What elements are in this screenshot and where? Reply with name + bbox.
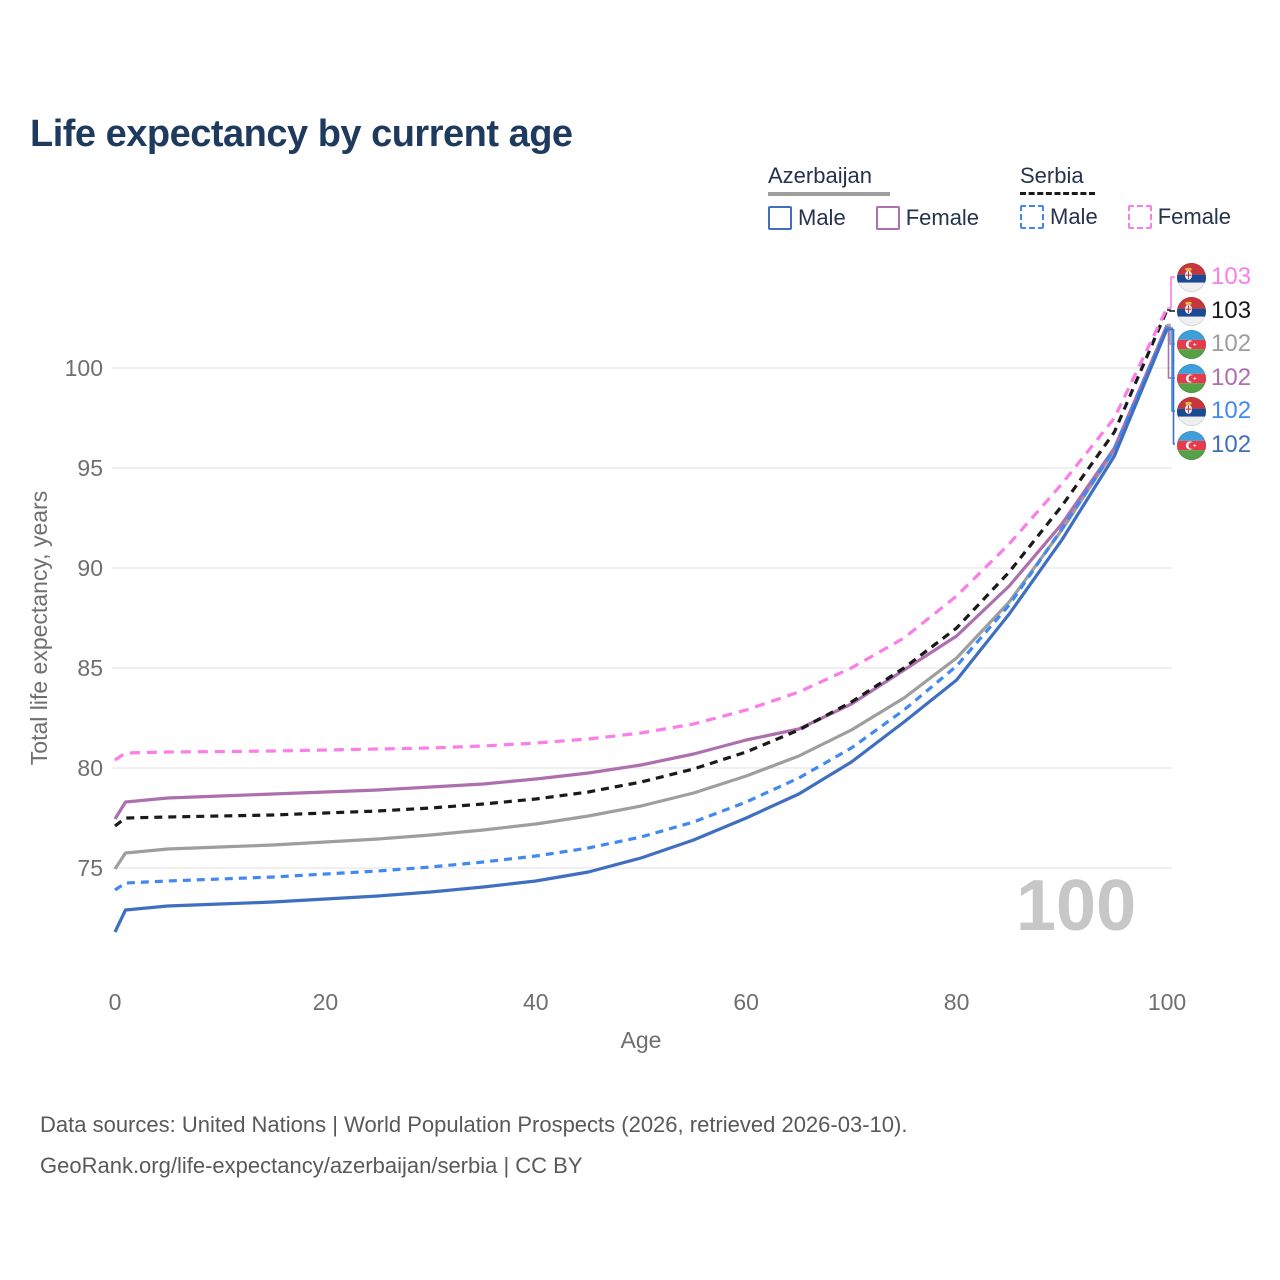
y-tick-label: 95 bbox=[77, 455, 103, 481]
serbia-dashed-line-swatch bbox=[1020, 192, 1095, 195]
x-tick-label: 20 bbox=[313, 989, 339, 1015]
azerbaijan-solid-line-swatch bbox=[768, 192, 890, 196]
end-label-value: 103 bbox=[1211, 263, 1252, 290]
end-label-value: 102 bbox=[1211, 330, 1252, 357]
leader-line bbox=[1167, 309, 1175, 312]
y-tick-label: 100 bbox=[65, 355, 103, 381]
x-tick-label: 60 bbox=[733, 989, 759, 1015]
leader-line bbox=[1167, 328, 1175, 445]
data-sources-text: Data sources: United Nations | World Pop… bbox=[40, 1112, 908, 1137]
legend-item-serbia-female[interactable]: Female bbox=[1127, 204, 1232, 230]
y-tick-label: 90 bbox=[77, 555, 103, 581]
end-label-row: 102 bbox=[1177, 329, 1251, 359]
series-line-serbia-male[interactable] bbox=[114, 326, 1169, 892]
legend-group-serbia: Serbia Male Female bbox=[1020, 163, 1261, 230]
legend-label: Female bbox=[1157, 204, 1232, 229]
page-title: Life expectancy by current age bbox=[30, 113, 573, 156]
leader-line bbox=[1167, 276, 1175, 309]
azerbaijan-female-swatch-icon bbox=[875, 206, 900, 230]
legend-item-azerbaijan-male[interactable]: Male bbox=[768, 205, 846, 231]
end-label-row: 103 bbox=[1177, 262, 1251, 292]
footer: Data sources: United Nations | World Pop… bbox=[40, 1104, 907, 1186]
end-label-value: 102 bbox=[1211, 397, 1252, 424]
attribution-text: GeoRank.org/life-expectancy/azerbaijan/s… bbox=[40, 1153, 583, 1178]
legend-label: Male bbox=[1050, 204, 1098, 229]
azerbaijan-flag-icon bbox=[1177, 430, 1206, 460]
y-tick-label: 80 bbox=[77, 755, 103, 781]
legend-item-serbia-male[interactable]: Male bbox=[1020, 204, 1098, 230]
x-tick-label: 40 bbox=[523, 989, 549, 1015]
end-label-row: 102 bbox=[1177, 363, 1251, 393]
legend-country-serbia[interactable]: Serbia bbox=[1020, 163, 1084, 188]
x-tick-label: 0 bbox=[109, 989, 122, 1015]
series-line-serbia-female[interactable] bbox=[114, 307, 1169, 762]
legend-label: Female bbox=[905, 205, 980, 230]
end-label-row: 102 bbox=[1177, 396, 1251, 426]
serbia-male-swatch-icon bbox=[1020, 205, 1044, 229]
legend-label: Male bbox=[798, 205, 846, 230]
end-label-value: 102 bbox=[1211, 364, 1252, 391]
series-line-azerbaijan-female[interactable] bbox=[113, 325, 1169, 820]
plot-area[interactable] bbox=[113, 300, 1172, 970]
serbia-flag-icon bbox=[1177, 262, 1206, 292]
end-label-row: 103 bbox=[1177, 296, 1251, 326]
legend-country-azerbaijan[interactable]: Azerbaijan bbox=[768, 163, 872, 188]
series-line-azerbaijan-total[interactable] bbox=[113, 324, 1169, 870]
series-line-azerbaijan-male[interactable] bbox=[113, 328, 1169, 933]
end-label-value: 102 bbox=[1211, 431, 1252, 458]
serbia-flag-icon bbox=[1177, 296, 1206, 326]
y-tick-label: 75 bbox=[77, 855, 103, 881]
end-label-row: 102 bbox=[1177, 430, 1251, 460]
serbia-flag-icon bbox=[1177, 396, 1206, 426]
y-axis-title: Total life expectancy, years bbox=[26, 491, 52, 765]
x-tick-label: 100 bbox=[1148, 989, 1186, 1015]
azerbaijan-flag-icon bbox=[1177, 363, 1206, 393]
azerbaijan-male-swatch-icon bbox=[768, 206, 792, 230]
x-axis-title: Age bbox=[621, 1027, 662, 1053]
end-label-value: 103 bbox=[1211, 297, 1252, 324]
legend-item-azerbaijan-female[interactable]: Female bbox=[875, 205, 980, 231]
legend-group-azerbaijan: Azerbaijan Male Female bbox=[768, 163, 1009, 231]
azerbaijan-flag-icon bbox=[1177, 329, 1206, 359]
age-watermark: 100 bbox=[1016, 870, 1136, 942]
y-tick-label: 85 bbox=[77, 655, 103, 681]
x-tick-label: 80 bbox=[944, 989, 970, 1015]
serbia-female-swatch-icon bbox=[1127, 205, 1152, 229]
